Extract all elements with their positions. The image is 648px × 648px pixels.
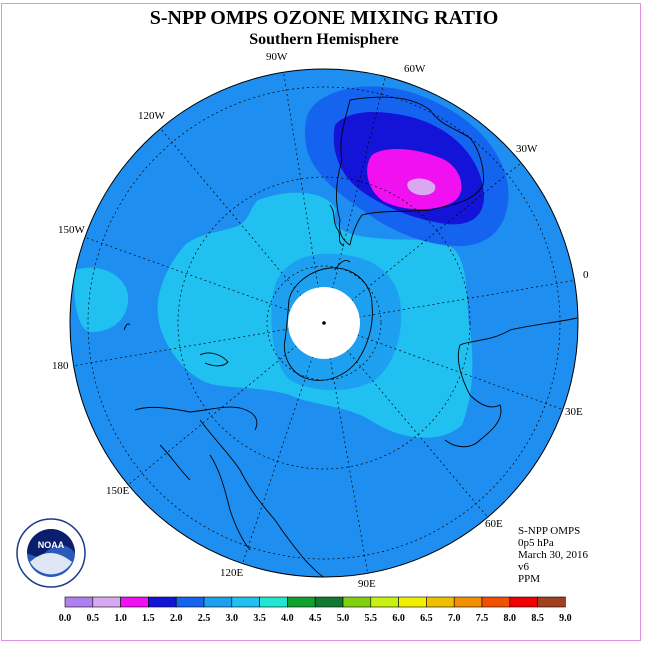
- colorbar-tick-label: 3.5: [253, 613, 266, 624]
- colorbar-tick-label: 6.0: [392, 613, 405, 624]
- map-title: S-NPP OMPS OZONE MIXING RATIO: [149, 7, 499, 29]
- colorbar-swatch: [259, 596, 288, 608]
- colorbar-swatch: [64, 596, 94, 608]
- colorbar-swatch: [509, 596, 538, 608]
- colorbar-swatch: [314, 596, 344, 608]
- colorbar-tick-label: 4.5: [309, 613, 322, 624]
- colorbar-swatch: [453, 596, 483, 608]
- info-version: v6: [518, 561, 529, 573]
- lon-label-60e: 60E: [485, 518, 503, 530]
- colorbar-tick-label: 4.0: [281, 613, 294, 624]
- coastlines: [123, 96, 578, 577]
- colorbar-swatch: [481, 596, 511, 608]
- lon-label-60w: 60W: [404, 63, 426, 75]
- noaa-logo: NOAA: [16, 518, 86, 588]
- colorbar-tick-label: 7.5: [476, 613, 489, 624]
- colorbar-swatch: [92, 596, 121, 608]
- lon-label-180: 180: [52, 360, 69, 372]
- colorbar-tick-label: 8.0: [504, 613, 517, 624]
- colorbar-swatch: [342, 596, 372, 608]
- colorbar-swatch: [203, 596, 233, 608]
- lon-label-30w: 30W: [516, 143, 538, 155]
- colorbar-swatch: [398, 596, 427, 608]
- lon-label-120w: 120W: [138, 110, 166, 122]
- colorbar-tick-label: 6.5: [420, 613, 433, 624]
- colorbar-swatch: [231, 596, 260, 608]
- colorbar-swatch: [370, 596, 399, 608]
- colorbar-swatch: [426, 596, 455, 608]
- colorbar-tick-label: 8.5: [531, 613, 544, 624]
- colorbar-tick-label: 5.0: [337, 613, 350, 624]
- colorbar-tick-label: 1.5: [142, 613, 155, 624]
- lon-label-150e: 150E: [106, 485, 130, 497]
- colorbar-swatch: [287, 596, 316, 608]
- contour-region-0.5ppm: [407, 178, 436, 196]
- colorbar-tick-label: 2.0: [170, 613, 183, 624]
- lon-label-150w: 150W: [58, 224, 86, 236]
- colorbar-swatch: [537, 596, 566, 608]
- colorbar-tick-label: 5.5: [365, 613, 378, 624]
- south-pole-marker: [322, 321, 326, 325]
- colorbar-swatch: [148, 596, 177, 608]
- map-border: [69, 68, 579, 578]
- map-subtitle: Southern Hemisphere: [249, 31, 399, 48]
- info-units: PPM: [518, 573, 541, 585]
- colorbar-tick-label: 9.0: [559, 613, 572, 624]
- longitude-labels: 90W 60W 30W 0 30E 60E 90E 120E 150E 180 …: [52, 51, 589, 590]
- lon-label-30e: 30E: [565, 406, 583, 418]
- info-instrument: S-NPP OMPS: [518, 525, 581, 537]
- lon-label-0: 0: [583, 269, 589, 281]
- colorbar-swatch: [120, 596, 149, 608]
- colorbar-tick-label: 7.0: [448, 613, 461, 624]
- colorbar: 0.0 0.5 1.0 1.5 2.0 2.5 3.0 3.5 4.0 4.5 5.0 5.5 6.0 6…: [59, 596, 572, 624]
- colorbar-tick-label: 1.0: [114, 613, 127, 624]
- colorbar-swatch: [175, 596, 205, 608]
- info-date: March 30, 2016: [518, 549, 588, 561]
- contour-region-west: [74, 267, 129, 333]
- colorbar-tick-label: 0.5: [87, 613, 100, 624]
- noaa-logo-text: NOAA: [38, 540, 65, 550]
- colorbar-tick-label: 0.0: [59, 613, 72, 624]
- lon-label-120e: 120E: [220, 567, 244, 579]
- colorbar-tick-label: 3.0: [226, 613, 239, 624]
- info-level: 0p5 hPa: [518, 537, 554, 549]
- grid-lines: [71, 69, 578, 576]
- lon-label-90w: 90W: [266, 51, 288, 63]
- info-block: S-NPP OMPS 0p5 hPa March 30, 2016 v6 PPM: [518, 525, 588, 585]
- colorbar-tick-label: 2.5: [198, 613, 211, 624]
- lon-label-90e: 90E: [358, 578, 376, 590]
- image-frame: [1, 3, 641, 641]
